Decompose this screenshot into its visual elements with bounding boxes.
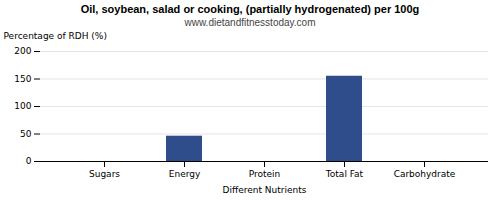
svg-text:Energy: Energy bbox=[169, 169, 201, 179]
svg-text:Sugars: Sugars bbox=[89, 169, 120, 179]
svg-text:Total Fat: Total Fat bbox=[325, 169, 364, 179]
svg-text:150: 150 bbox=[14, 74, 31, 84]
svg-text:Percentage of RDH (%): Percentage of RDH (%) bbox=[4, 31, 107, 41]
svg-text:100: 100 bbox=[14, 101, 31, 111]
html-text:www.dietandfitnesstoday.com: www.dietandfitnesstoday.com bbox=[184, 17, 316, 28]
svg-text:0: 0 bbox=[26, 156, 32, 166]
svg-text:Protein: Protein bbox=[249, 169, 281, 179]
svg-text:Carbohydrate: Carbohydrate bbox=[394, 169, 456, 179]
svg-text:50: 50 bbox=[20, 129, 32, 139]
svg-text:200: 200 bbox=[14, 46, 31, 56]
svg-text:Different Nutrients: Different Nutrients bbox=[223, 185, 307, 195]
html-text:Oil, soybean, salad or cooking: Oil, soybean, salad or cooking, (partial… bbox=[80, 3, 420, 15]
